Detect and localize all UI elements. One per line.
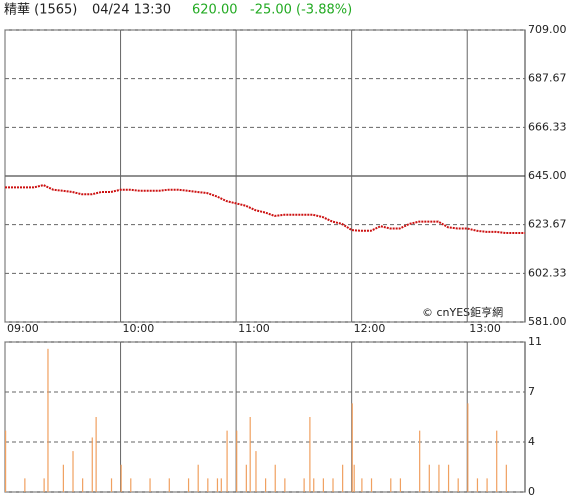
volume-bar — [149, 478, 151, 492]
volume-bar — [496, 430, 498, 492]
volume-bar — [428, 464, 430, 492]
volume-bar — [91, 437, 93, 492]
volume-bar — [216, 478, 219, 492]
volume-bar — [361, 478, 363, 492]
volume-bar — [486, 478, 488, 492]
y-tick-label: 7 — [528, 385, 535, 398]
y-tick-label: 11 — [528, 335, 542, 348]
y-tick-label: 581.00 — [528, 315, 567, 328]
volume-bar — [255, 451, 257, 492]
volume-bar — [47, 348, 49, 492]
watermark: © cnYES鉅亨網 — [422, 305, 503, 319]
y-tick-label: 645.00 — [528, 169, 567, 182]
stock-name: 精華 (1565) — [4, 3, 77, 18]
volume-bar — [197, 464, 199, 492]
y-tick-label: 4 — [528, 435, 535, 448]
datetime: 04/24 13:30 — [92, 3, 171, 18]
volume-bar — [245, 464, 247, 492]
price: 620.00 — [192, 3, 238, 18]
volume-bar — [95, 417, 97, 492]
x-tick-label: 11:00 — [238, 322, 270, 335]
x-tick-label: 09:00 — [7, 322, 39, 335]
volume-bar — [187, 478, 190, 492]
volume-bar — [322, 478, 324, 492]
volume-bar — [438, 464, 440, 492]
volume-bar — [399, 478, 402, 492]
volume-bar — [130, 478, 132, 492]
volume-bar — [43, 478, 45, 492]
volume-bar — [419, 430, 421, 492]
volume-bar — [236, 430, 238, 492]
volume-bar — [353, 464, 355, 492]
volume-bar — [351, 403, 353, 492]
x-tick-label: 10:00 — [123, 322, 155, 335]
volume-bar — [72, 451, 74, 492]
volume-bar — [313, 478, 315, 492]
volume-bar — [284, 478, 286, 492]
y-tick-label: 666.33 — [528, 120, 567, 133]
volume-bar — [447, 464, 450, 492]
volume-bar — [207, 478, 209, 492]
volume-bar — [220, 478, 222, 492]
y-tick-label: 602.33 — [528, 266, 567, 279]
y-tick-label: 0 — [528, 485, 535, 498]
volume-bar — [110, 478, 113, 492]
volume-bar — [309, 417, 311, 492]
volume-bar — [226, 430, 228, 492]
volume-bar — [370, 478, 373, 492]
volume-bar — [82, 478, 84, 492]
volume-bar — [168, 478, 170, 492]
volume-bar — [390, 478, 392, 492]
volume-bar — [332, 478, 334, 492]
volume-bar — [249, 417, 251, 492]
x-tick-label: 13:00 — [469, 322, 501, 335]
y-tick-label: 687.67 — [528, 72, 567, 85]
price-line — [5, 184, 525, 234]
volume-bar — [467, 403, 469, 492]
volume-bar — [24, 478, 26, 492]
change: -25.00 (-3.88%) — [250, 3, 352, 18]
x-tick-label: 12:00 — [354, 322, 386, 335]
y-tick-label: 709.00 — [528, 23, 567, 36]
volume-bar — [62, 464, 64, 492]
volume-bar — [457, 478, 459, 492]
volume-bar — [5, 430, 7, 492]
plot-frame — [4, 341, 526, 493]
volume-bar — [265, 478, 267, 492]
volume-bar — [342, 464, 344, 492]
y-tick-label: 623.67 — [528, 218, 567, 231]
volume-bar — [505, 464, 507, 492]
volume-bar — [120, 464, 122, 492]
volume-bar — [303, 478, 305, 492]
volume-bar — [274, 464, 276, 492]
volume-bar — [476, 478, 479, 492]
